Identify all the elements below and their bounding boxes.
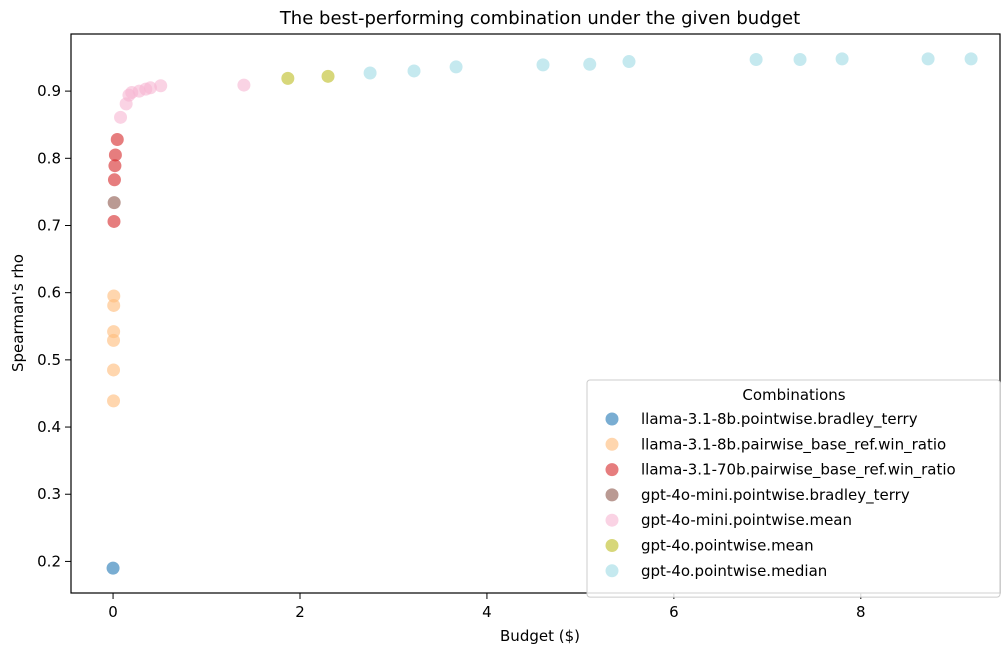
chart-title: The best-performing combination under th… [279,8,800,29]
data-point [143,81,157,95]
data-point [110,132,124,146]
data-point [154,79,168,93]
legend-entry-label: llama-3.1-8b.pairwise_base_ref.win_ratio [641,435,946,454]
x-axis-label: Budget ($) [500,627,580,645]
plot-area [70,33,1001,594]
y-tick-label: 0.2 [37,552,61,570]
legend-entry-label: gpt-4o.pointwise.median [641,562,827,580]
x-tick-label: 8 [856,603,866,621]
legend-marker [605,539,619,552]
data-point [108,148,122,162]
data-point [114,110,128,124]
data-point [281,71,295,85]
legend-box [586,379,1001,598]
y-tick-label: 0.6 [37,284,61,302]
data-point [107,363,121,377]
y-tick-label: 0.3 [37,485,61,503]
x-tick-label: 0 [108,603,118,621]
data-point [106,561,120,575]
data-point [107,325,121,339]
data-point [321,69,335,83]
y-tick-label: 0.7 [37,216,61,234]
data-point [964,52,978,66]
x-tick-label: 2 [295,603,305,621]
legend-marker [605,488,619,502]
legend-entry-label: llama-3.1-70b.pairwise_base_ref.win_rati… [641,461,956,480]
data-point [921,52,935,66]
y-tick-label: 0.4 [37,418,61,436]
x-tick-label: 4 [482,603,492,621]
data-point [793,53,807,67]
y-tick-label: 0.8 [37,149,61,167]
y-tick-label: 0.9 [37,82,61,100]
legend-title: Combinations [742,386,845,404]
y-axis-label: Spearman's rho [9,254,27,372]
data-point [407,64,421,78]
data-point [749,53,763,67]
data-point [237,78,251,92]
data-point [107,298,121,312]
legend-entry-label: llama-3.1-8b.pointwise.bradley_terry [641,410,918,429]
legend-items: llama-3.1-8b.pointwise.bradley_terryllam… [605,410,956,580]
data-point [107,196,121,210]
data-point [107,289,121,303]
data-point [107,394,121,408]
legend-marker [605,564,619,578]
points-layer [106,52,978,575]
x-tick-label: 6 [669,603,679,621]
data-point [449,60,463,74]
data-point [108,159,122,173]
legend-entry-label: gpt-4o-mini.pointwise.mean [641,511,852,529]
legend: Combinations llama-3.1-8b.pointwise.brad… [586,379,1001,598]
legend-entry-label: gpt-4o-mini.pointwise.bradley_terry [641,486,910,505]
data-point [583,57,597,71]
data-point [622,55,636,69]
data-point [107,214,121,228]
legend-marker [605,437,619,451]
data-point [835,52,849,66]
legend-entry-label: gpt-4o.pointwise.mean [641,537,814,555]
legend-marker [605,463,619,477]
y-tick-label: 0.5 [37,351,61,369]
data-point [536,58,550,72]
data-point [363,66,377,80]
legend-marker [605,412,619,426]
legend-marker [605,513,619,527]
y-axis-ticks: 0.2 0.3 0.4 0.5 0.6 0.7 0.8 0.9 [37,82,71,570]
data-point [107,173,121,187]
